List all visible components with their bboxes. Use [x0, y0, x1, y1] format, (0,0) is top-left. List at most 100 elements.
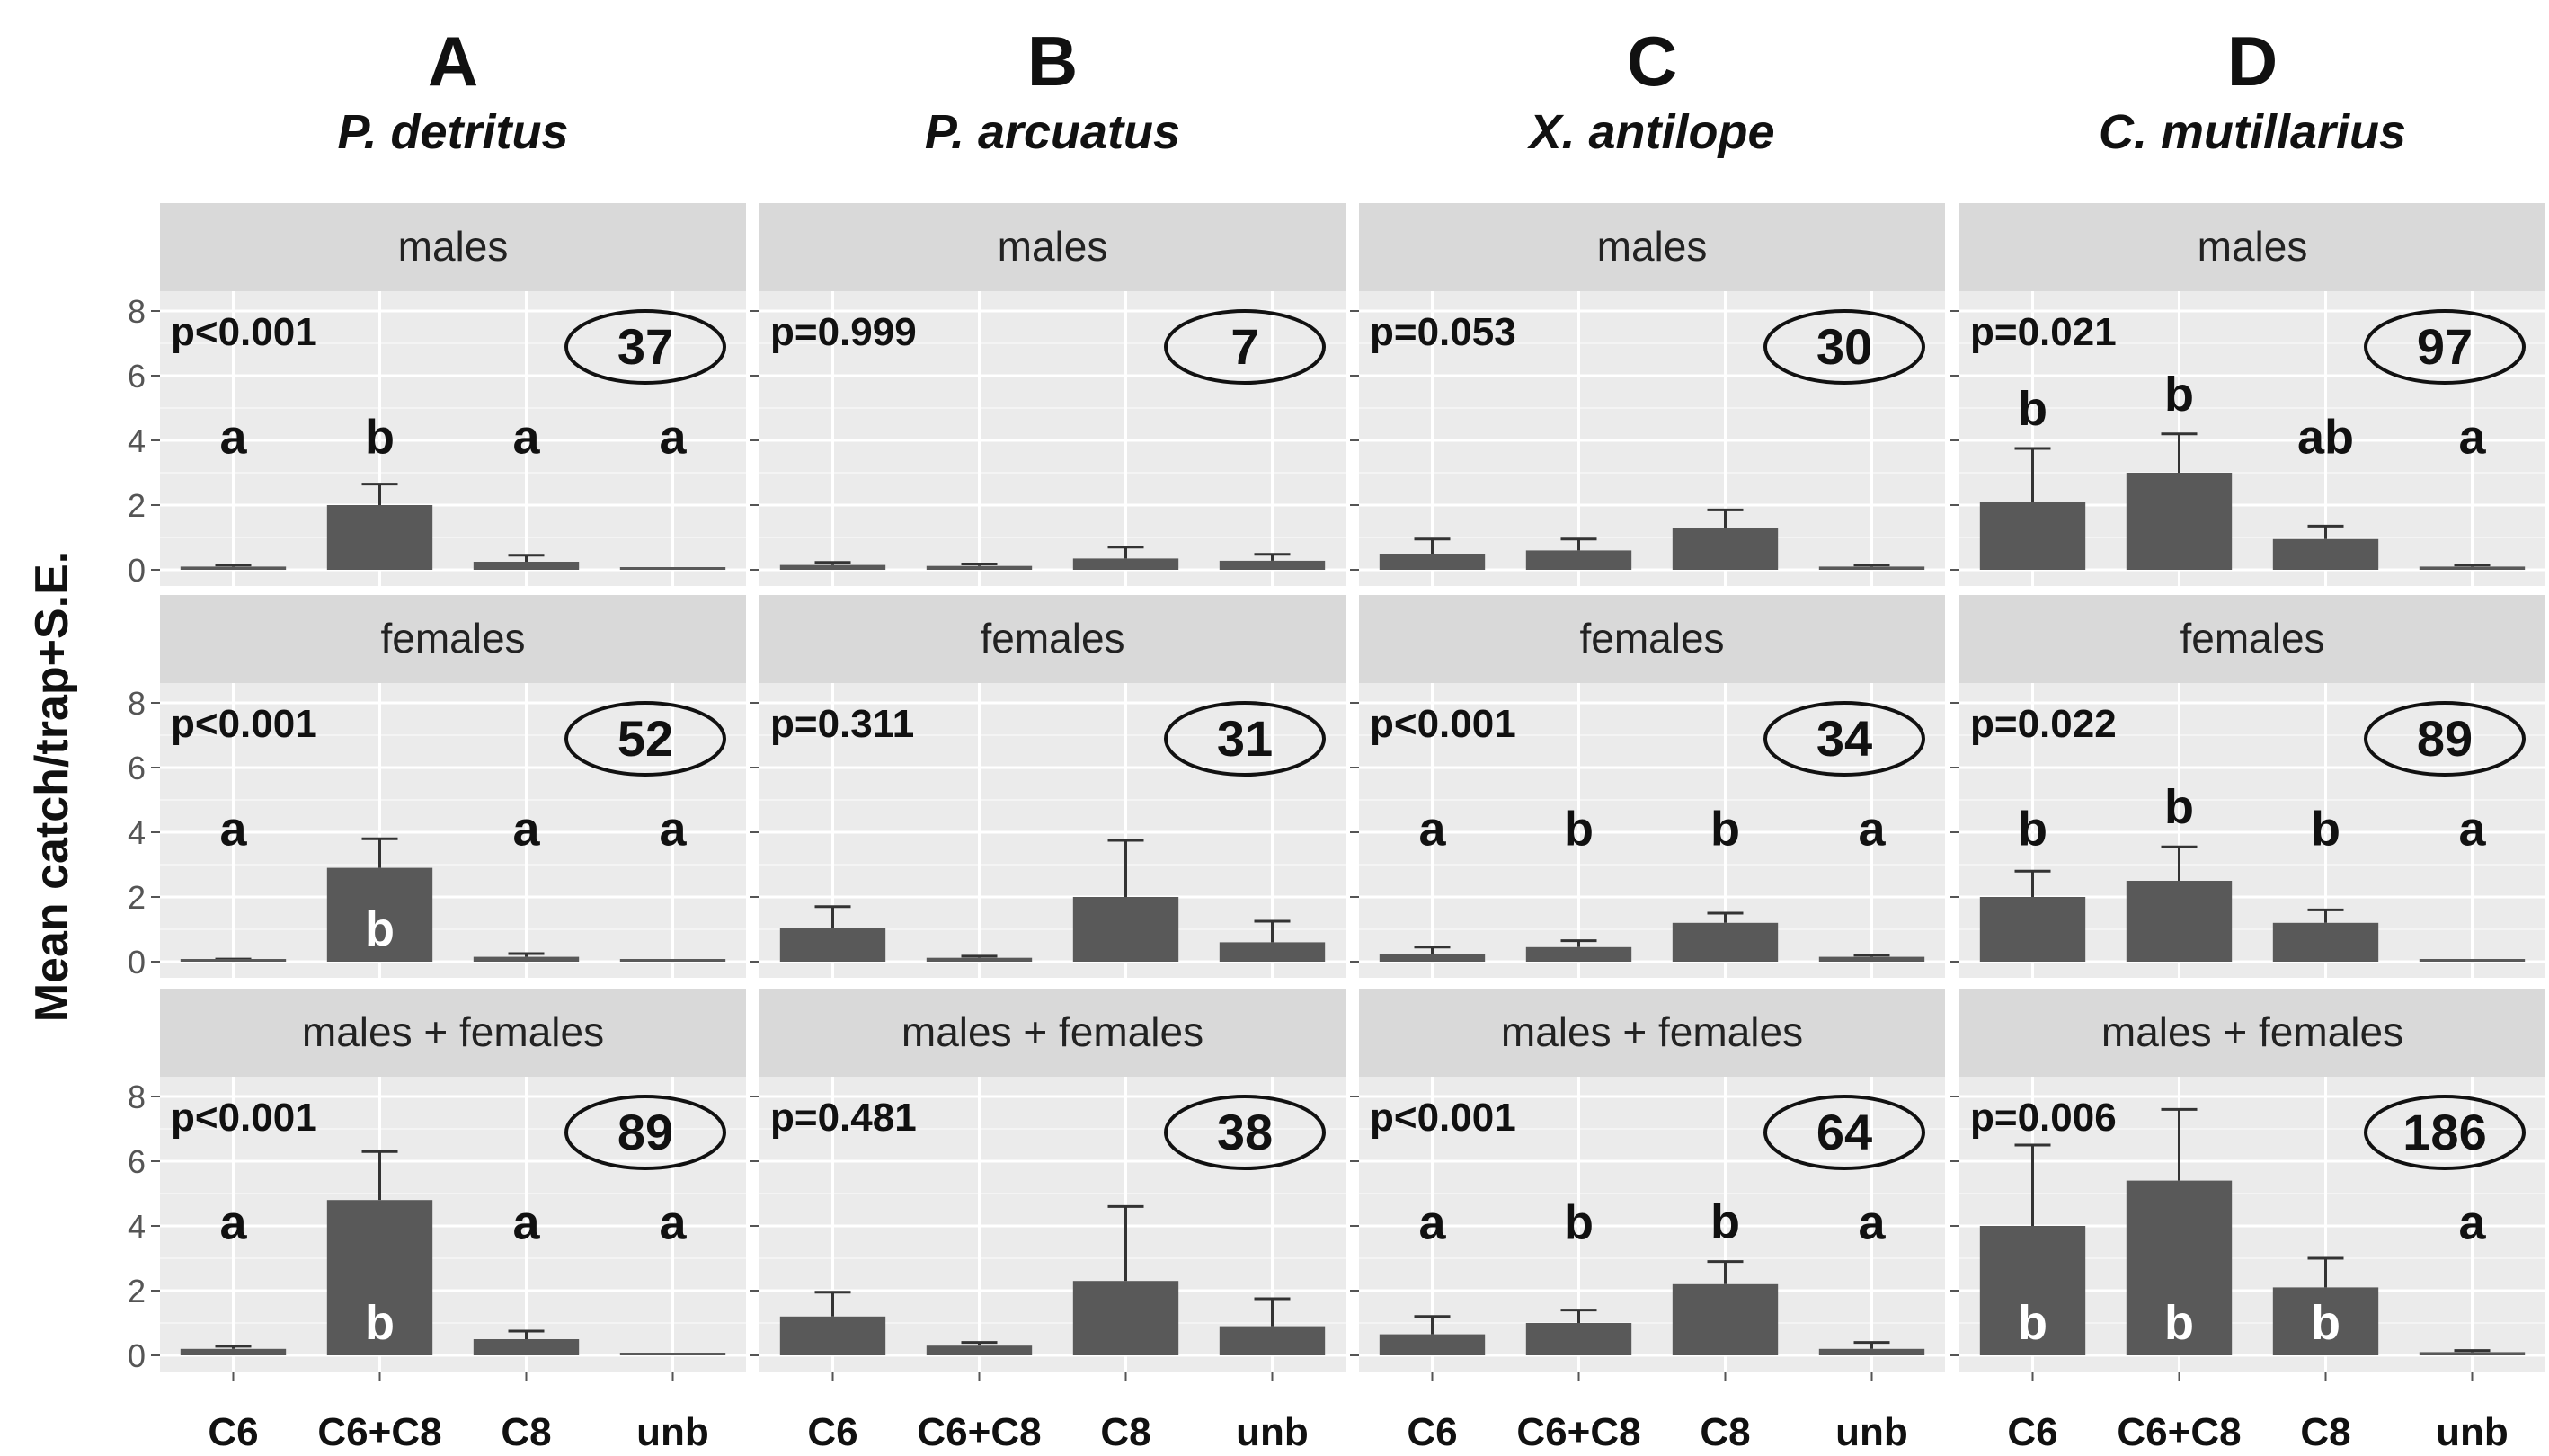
- significance-letter: b: [1564, 802, 1594, 856]
- significance-letter: a: [219, 410, 247, 464]
- facet-strip-label: females: [1579, 615, 1724, 661]
- significance-letter: b: [2311, 1296, 2340, 1350]
- p-value: p<0.001: [1370, 1096, 1516, 1140]
- sample-size-ellipse: [1164, 701, 1326, 777]
- panel-a-2: females 0 2 4 6 8 a b a a p<0.001 52: [128, 595, 746, 981]
- facet-strip: [759, 989, 1346, 1077]
- species-name-b: P. arcuatus: [925, 105, 1180, 159]
- bar-c8: [1072, 558, 1179, 570]
- sample-size: 89: [2417, 710, 2473, 767]
- facet-strip-label: males + females: [2101, 1008, 2403, 1055]
- facet-strip: [160, 989, 746, 1077]
- panel-c-2: females a b b a p<0.001 34: [1350, 595, 1945, 978]
- facet-strip-label: males: [2198, 223, 2308, 270]
- significance-letter: a: [1418, 802, 1446, 856]
- bar-c8: [2272, 538, 2379, 570]
- significance-letter: b: [1710, 1195, 1740, 1249]
- sample-size-ellipse: [1164, 309, 1326, 385]
- bar-unb: [619, 1353, 726, 1355]
- bar-c8: [1072, 897, 1179, 962]
- bar-unb: [1818, 566, 1925, 570]
- bar-c8: [2272, 1287, 2379, 1355]
- bar-unb: [2419, 566, 2526, 570]
- significance-letter: b: [365, 1296, 395, 1350]
- y-tick-label: 2: [128, 1273, 146, 1310]
- bar-c6: [180, 959, 287, 962]
- sample-size: 30: [1816, 318, 1872, 375]
- bar-c6-c8: [1525, 946, 1632, 962]
- facet-strip: [1359, 989, 1945, 1077]
- x-tick-label: unb: [1236, 1410, 1309, 1454]
- column-letter-c: C: [1627, 22, 1677, 101]
- significance-letter: a: [512, 802, 540, 856]
- significance-letter: a: [1858, 1195, 1886, 1249]
- significance-letter: b: [1564, 1195, 1594, 1249]
- bar-c8: [473, 562, 580, 570]
- bar-c6: [779, 564, 886, 570]
- facet-strip: [1359, 203, 1945, 291]
- bar-c8: [2272, 922, 2379, 962]
- sample-size: 186: [2402, 1104, 2486, 1160]
- p-value: p=0.053: [1370, 310, 1516, 354]
- bar-c8: [1072, 1281, 1179, 1355]
- p-value: p=0.021: [1970, 310, 2117, 354]
- y-tick-label: 6: [128, 1143, 146, 1180]
- sample-size: 38: [1217, 1104, 1273, 1160]
- p-value: p=0.006: [1970, 1096, 2117, 1140]
- significance-letter: b: [2164, 1296, 2194, 1350]
- sample-size-ellipse: [1763, 701, 1925, 777]
- significance-letter: b: [365, 410, 395, 464]
- p-value: p=0.311: [770, 702, 914, 746]
- facet-strip-label: females: [380, 615, 525, 661]
- x-tick-label: C8: [2300, 1410, 2350, 1454]
- facet-strip: [160, 203, 746, 291]
- sample-size-ellipse: [2364, 701, 2526, 777]
- bar-unb: [1818, 1348, 1925, 1355]
- y-tick-label: 6: [128, 358, 146, 395]
- facet-strip-label: males: [398, 223, 509, 270]
- x-tick-label: C8: [1700, 1410, 1750, 1454]
- significance-letter: a: [659, 410, 687, 464]
- significance-letter: b: [365, 902, 395, 956]
- bar-unb: [2419, 1352, 2526, 1355]
- y-tick-label: 4: [128, 814, 146, 851]
- sample-size-ellipse: [564, 701, 726, 777]
- bar-unb: [1818, 956, 1925, 962]
- bar-c6: [180, 566, 287, 570]
- bar-c6-c8: [2126, 881, 2233, 962]
- facet-strip: [160, 595, 746, 683]
- significance-letter: b: [2164, 780, 2194, 834]
- sample-size-ellipse: [2364, 1095, 2526, 1170]
- bar-c8: [1672, 528, 1779, 570]
- bar-c6: [1979, 1226, 2086, 1355]
- p-value: p<0.001: [171, 702, 317, 746]
- facet-strip-label: females: [2180, 615, 2324, 661]
- facet-strip-label: females: [980, 615, 1124, 661]
- bar-c6-c8: [2126, 473, 2233, 570]
- y-tick-label: 6: [128, 750, 146, 786]
- significance-letter: a: [512, 410, 540, 464]
- bar-c8: [1672, 922, 1779, 962]
- x-tick-label: C6: [208, 1410, 258, 1454]
- significance-letter: a: [659, 802, 687, 856]
- y-tick-label: 2: [128, 879, 146, 916]
- y-tick-label: 0: [128, 1337, 146, 1374]
- sample-size-ellipse: [2364, 309, 2526, 385]
- bar-unb: [1219, 1326, 1326, 1355]
- bar-unb: [1219, 560, 1326, 570]
- panel-d-3: males + females b b b a p=0.006 186 C6 C6+C8 C8 un…: [1950, 989, 2545, 1454]
- x-tick-label: unb: [2436, 1410, 2509, 1454]
- bar-unb: [2419, 959, 2526, 962]
- bar-c6: [1979, 502, 2086, 570]
- p-value: p=0.481: [770, 1096, 917, 1140]
- y-tick-label: 8: [128, 685, 146, 722]
- sample-size-ellipse: [1164, 1095, 1326, 1170]
- facet-strip: [1959, 989, 2545, 1077]
- sample-size-ellipse: [1763, 1095, 1925, 1170]
- x-tick-label: C6+C8: [917, 1410, 1041, 1454]
- p-value: p=0.999: [770, 310, 917, 354]
- species-name-d: C. mutillarius: [2099, 105, 2406, 159]
- y-tick-label: 8: [128, 1079, 146, 1115]
- sample-size-ellipse: [1763, 309, 1925, 385]
